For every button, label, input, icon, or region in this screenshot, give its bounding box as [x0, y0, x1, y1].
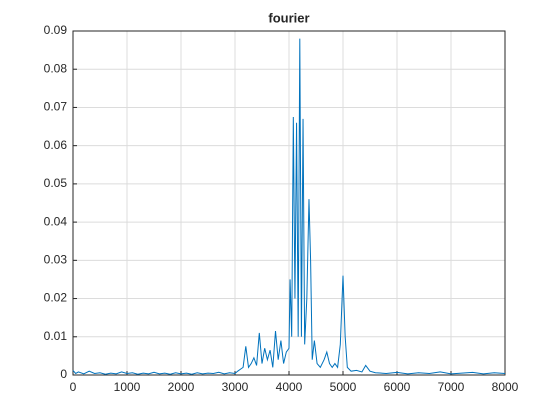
x-tick-label: 2000 [168, 380, 195, 394]
x-tick-label: 0 [70, 380, 77, 394]
x-tick-label: 6000 [384, 380, 411, 394]
y-tick-label: 0.05 [44, 176, 68, 190]
x-tick-label: 3000 [222, 380, 249, 394]
y-tick-label: 0.07 [44, 100, 68, 114]
chart-title: fourier [268, 10, 309, 25]
y-tick-label: 0.06 [44, 138, 68, 152]
x-tick-label: 5000 [330, 380, 357, 394]
y-tick-label: 0.03 [44, 253, 68, 267]
y-tick-label: 0.02 [44, 291, 68, 305]
x-tick-label: 4000 [276, 380, 303, 394]
y-tick-label: 0.09 [44, 23, 68, 37]
y-tick-label: 0.01 [44, 329, 68, 343]
series-line [72, 38, 506, 375]
y-tick-label: 0.04 [44, 214, 68, 228]
x-tick-label: 7000 [438, 380, 465, 394]
x-tick-label: 8000 [492, 380, 519, 394]
axes-box [72, 30, 506, 376]
y-tick-label: 0.08 [44, 61, 68, 75]
x-tick-label: 1000 [114, 380, 141, 394]
y-tick-label: 0 [60, 367, 67, 381]
